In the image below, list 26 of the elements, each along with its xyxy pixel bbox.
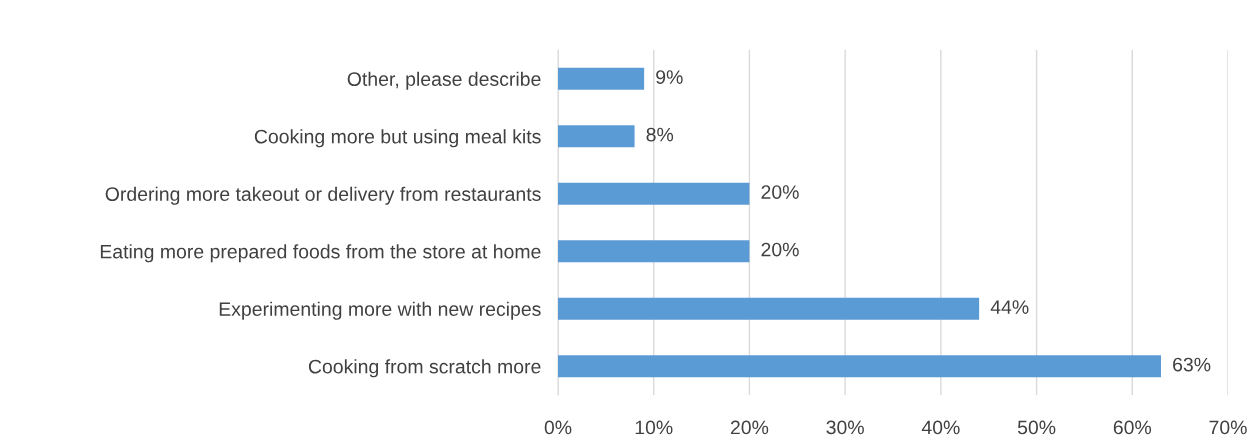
y-tick-label: Eating more prepared foods from the store at home <box>100 244 541 263</box>
x-tick-label: 0% <box>544 420 572 435</box>
y-tick-label: Experimenting more with new recipes <box>219 301 541 320</box>
y-tick-label: Ordering more takeout or delivery from restaurants <box>105 186 541 205</box>
bar <box>558 182 750 205</box>
y-tick-label: Other, please describe <box>347 71 541 90</box>
bar <box>558 297 980 320</box>
y-tick-label: Cooking more but using meal kits <box>254 129 541 148</box>
bar <box>558 240 750 263</box>
data-label: 9% <box>656 70 683 84</box>
x-tick-label: 50% <box>1017 420 1056 435</box>
x-tick-label: 40% <box>921 420 960 435</box>
bar <box>558 355 1161 378</box>
data-label: 44% <box>990 300 1029 314</box>
data-label: 20% <box>761 185 799 199</box>
data-label: 8% <box>646 127 674 142</box>
x-tick-label: 20% <box>730 420 769 435</box>
x-tick-label: 60% <box>1113 420 1152 435</box>
y-tick-label: Cooking from scratch more <box>308 359 541 378</box>
data-label: 20% <box>761 242 799 257</box>
x-tick-label: 70% <box>1209 420 1247 435</box>
bar <box>558 125 635 148</box>
data-label: 63% <box>1173 357 1211 372</box>
x-tick-label: 10% <box>635 420 673 435</box>
x-tick-label: 30% <box>826 420 864 435</box>
bar <box>558 67 645 90</box>
